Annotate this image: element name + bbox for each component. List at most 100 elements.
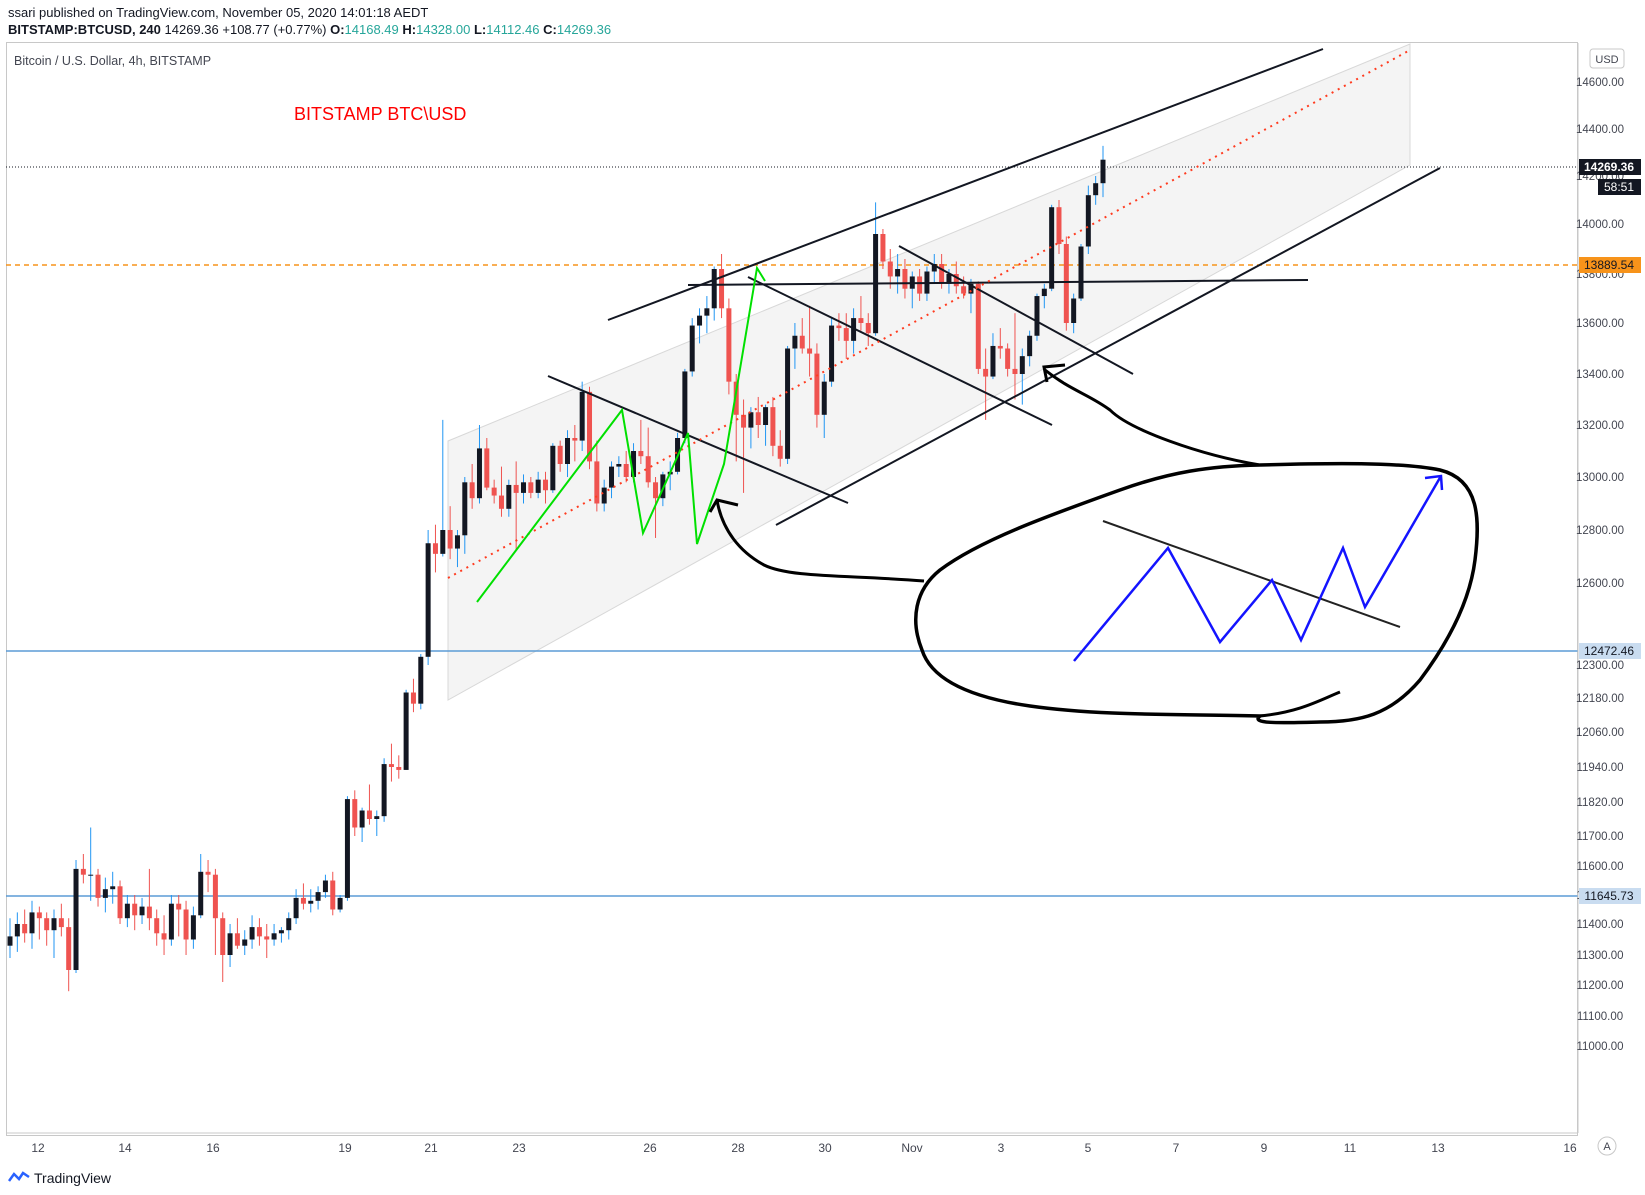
- candle-body: [469, 482, 475, 499]
- candle-body: [953, 274, 959, 287]
- blue-level-tag-1-bg: [1579, 643, 1641, 659]
- candle-body: [374, 816, 380, 819]
- candle-body: [550, 445, 556, 491]
- candle: [102, 877, 108, 913]
- candle-body: [865, 323, 871, 334]
- blue-level-tag-1: 12472.46: [1584, 644, 1634, 658]
- high-label: H:: [402, 22, 417, 37]
- x-tick-label: 16: [1563, 1141, 1577, 1155]
- candle: [1063, 236, 1069, 331]
- candle-body: [968, 283, 974, 294]
- candle-body: [168, 903, 174, 940]
- scenario-trend-line: [1102, 520, 1401, 628]
- low-label: L:: [473, 22, 487, 37]
- candle: [176, 895, 182, 937]
- annotation-bubble: [914, 461, 1480, 725]
- countdown-tag-bg: [1598, 179, 1641, 195]
- candle-body: [110, 886, 116, 890]
- candle-body: [1005, 348, 1011, 369]
- candle: [917, 269, 923, 301]
- chart-title: Bitcoin / U.S. Dollar, 4h, BITSTAMP: [14, 54, 211, 68]
- footer: TradingView: [8, 1170, 111, 1186]
- candle: [799, 318, 805, 354]
- blue-zigzag: [1073, 475, 1443, 662]
- candle: [139, 897, 145, 924]
- candle: [183, 900, 189, 955]
- bubble-tail: [1259, 690, 1341, 718]
- candle: [58, 903, 64, 937]
- candle: [755, 396, 761, 438]
- candle-body: [1085, 195, 1091, 247]
- candle: [462, 477, 468, 554]
- candle: [748, 407, 754, 449]
- x-tick-label: 28: [731, 1141, 745, 1155]
- candle-body: [491, 487, 497, 496]
- price-axis[interactable]: 14600.0014400.0014200.0014000.0013800.00…: [1576, 77, 1624, 1053]
- candle-body: [300, 897, 306, 904]
- candle-body: [66, 927, 72, 970]
- candle-body: [542, 479, 548, 491]
- candle: [308, 889, 314, 913]
- candle: [388, 743, 394, 782]
- candle: [1071, 293, 1077, 334]
- high-value: 14328.00: [416, 22, 471, 37]
- candle-body: [227, 933, 233, 955]
- arrow-head-1: [708, 498, 739, 513]
- candle: [220, 912, 226, 982]
- candle-body: [95, 874, 101, 898]
- last-price-text: 14269.36: [164, 22, 219, 37]
- candle: [542, 471, 548, 504]
- candle: [73, 860, 79, 973]
- candle: [337, 895, 343, 913]
- candle-body: [484, 448, 490, 488]
- candle: [381, 758, 387, 822]
- open-value: 14168.49: [344, 22, 399, 37]
- candle-body: [711, 269, 717, 309]
- candle-body: [308, 900, 314, 904]
- candle-body: [528, 482, 534, 493]
- candle: [359, 807, 365, 842]
- x-tick-label: 30: [818, 1141, 832, 1155]
- candle-body: [293, 897, 299, 919]
- auto-scale-button-circle[interactable]: [1597, 1136, 1617, 1156]
- candle: [1027, 330, 1033, 367]
- candle: [124, 895, 130, 928]
- x-tick-label: 12: [31, 1141, 45, 1155]
- candle: [491, 479, 497, 504]
- y-tick-label: 11940.00: [1576, 762, 1623, 774]
- candle-body: [88, 874, 94, 876]
- y-tick-label: 13400.00: [1576, 369, 1624, 381]
- candle-body: [623, 464, 629, 477]
- candle: [880, 229, 886, 269]
- x-tick-label: Nov: [901, 1141, 922, 1155]
- candle: [469, 464, 475, 509]
- candle: [322, 874, 328, 898]
- currency-button[interactable]: USD: [1595, 54, 1618, 66]
- ohlc-line: BITSTAMP:BTCUSD, 240 14269.36 +108.77 (+…: [8, 21, 611, 38]
- candle-body: [682, 371, 688, 438]
- currency-button-box[interactable]: [1589, 48, 1625, 69]
- time-axis[interactable]: 12 14 16 19 21 23 26 28 30 Nov 3 5 7 9 11 13 16: [31, 1141, 1577, 1155]
- open-label: O:: [330, 22, 345, 37]
- auto-scale-button[interactable]: A: [1603, 1141, 1611, 1153]
- candle-body: [843, 328, 849, 341]
- arrow-head-2: [1042, 363, 1066, 383]
- close-label: C:: [543, 22, 557, 37]
- candle-body: [22, 924, 28, 934]
- candle-body: [1049, 207, 1055, 289]
- green-zigzag: [476, 265, 766, 603]
- candle: [14, 912, 20, 952]
- candle-body: [418, 656, 424, 704]
- candle: [484, 438, 490, 491]
- y-tick-label: 12300.00: [1576, 660, 1624, 672]
- candle-body: [726, 308, 732, 382]
- x-tick-label: 5: [1085, 1141, 1092, 1155]
- candle-body: [880, 234, 886, 262]
- candle-body: [249, 927, 255, 940]
- candle: [410, 678, 416, 713]
- candle-body: [139, 906, 145, 916]
- y-tick-label: 12600.00: [1576, 578, 1624, 590]
- candle-body: [557, 445, 563, 464]
- low-value: 14112.46: [486, 22, 540, 37]
